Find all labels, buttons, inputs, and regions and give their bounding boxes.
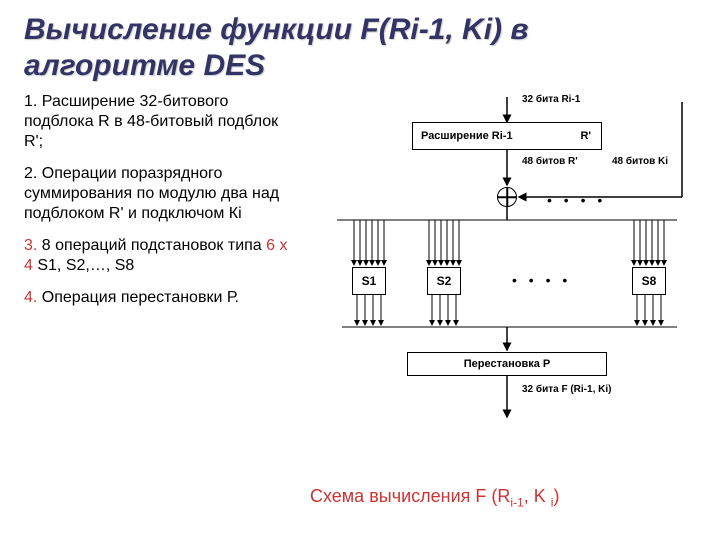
lbl-48bit-r: 48 битов R': [522, 156, 578, 167]
step-1-num: 1.: [24, 93, 37, 110]
lbl-32bit-out: 32 бита F (Ri-1, Ki): [522, 384, 611, 395]
step-3: 3. 8 операций подстановок типа 6 x 4 S1,…: [24, 236, 292, 276]
expansion-r-prime: R': [580, 130, 591, 142]
des-f-diagram: 32 бита Ri-1 Расширение Ri-1 R' 48 битов…: [292, 92, 702, 442]
step-1: 1. Расширение 32-битового подблока R в 4…: [24, 92, 292, 152]
xor-node: [497, 187, 517, 207]
permutation-box: Перестановка P: [407, 352, 607, 376]
sbox-1: S1: [352, 267, 386, 295]
step-4-num: 4.: [24, 289, 37, 306]
xor-dots: • • • •: [547, 192, 606, 208]
sbox-1-label: S1: [362, 274, 377, 288]
lbl-48bit-ki: 48 битов Ki: [612, 156, 668, 167]
step-3-num: 3.: [24, 237, 37, 254]
sbox-8: S8: [632, 267, 666, 295]
expansion-box: Расширение Ri-1 R': [412, 122, 602, 150]
diagram-area: 32 бита Ri-1 Расширение Ri-1 R' 48 битов…: [292, 92, 708, 472]
expansion-box-label: Расширение Ri-1: [421, 130, 513, 142]
step-4: 4. Операция перестановки Р.: [24, 288, 292, 308]
step-3-text: 8 операций подстановок типа 6 x 4 S1, S2…: [24, 237, 288, 274]
page-title: Вычисление функции F(Ri-1, Ki) в алгорит…: [0, 0, 720, 92]
step-1-text: Расширение 32-битового подблока R в 48-б…: [24, 93, 278, 150]
lbl-32bit-in: 32 бита Ri-1: [522, 94, 580, 105]
sbox-8-label: S8: [642, 274, 657, 288]
step-4-text: Операция перестановки Р.: [42, 289, 239, 306]
step-2-text: Операции поразрядного суммирования по мо…: [24, 165, 279, 222]
step-2-num: 2.: [24, 165, 37, 182]
sbox-2: S2: [427, 267, 461, 295]
diagram-caption: Схема вычисления F (Ri-1, K i): [310, 486, 559, 510]
caption-prefix: Схема вычисления: [310, 486, 470, 506]
sbox-dots: • • • •: [512, 272, 571, 288]
content: 1. Расширение 32-битового подблока R в 4…: [0, 92, 720, 472]
step-2: 2. Операции поразрядного суммирования по…: [24, 164, 292, 224]
steps-list: 1. Расширение 32-битового подблока R в 4…: [12, 92, 292, 472]
caption-formula: F (Ri-1, K i): [475, 486, 559, 506]
permutation-box-label: Перестановка P: [464, 358, 550, 370]
sbox-2-label: S2: [437, 274, 452, 288]
